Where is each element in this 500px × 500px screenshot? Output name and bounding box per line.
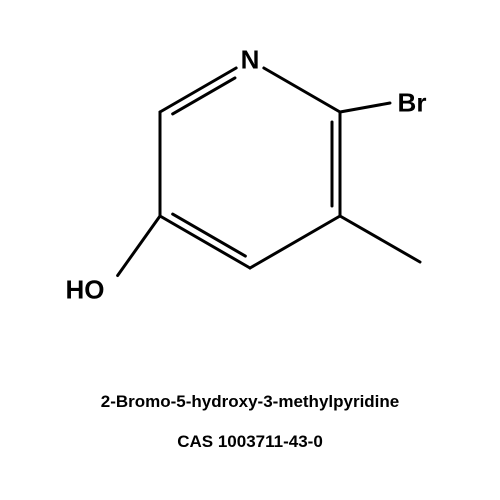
nitrogen-atom-label: N (241, 45, 260, 76)
compound-name: 2-Bromo-5-hydroxy-3-methylpyridine (101, 392, 400, 412)
hydroxyl-group-label: HO (66, 275, 105, 306)
cas-number: CAS 1003711-43-0 (177, 432, 323, 452)
chemical-structure-diagram: N Br HO 2-Bromo-5-hydroxy-3-methylpyridi… (0, 0, 500, 500)
bromine-atom-label: Br (398, 88, 427, 119)
